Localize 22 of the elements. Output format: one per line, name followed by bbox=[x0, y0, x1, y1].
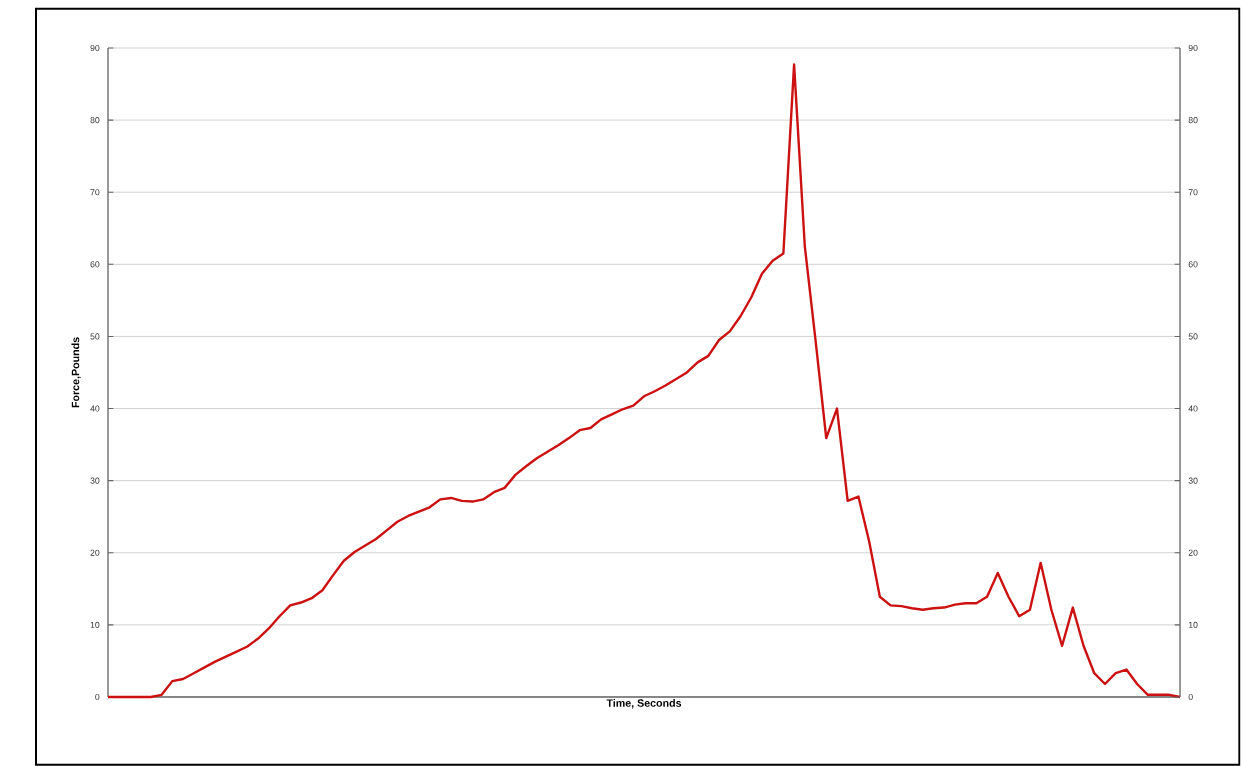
y-tick-label: 60 bbox=[90, 261, 100, 268]
y-tick-label: 10 bbox=[90, 621, 100, 628]
y-tick-label: 70 bbox=[90, 189, 100, 196]
x-axis-title: Time, Seconds bbox=[606, 699, 682, 709]
y2-tick-label: 40 bbox=[1188, 405, 1198, 412]
y2-tick-label: 20 bbox=[1188, 549, 1198, 556]
y2-tick-label: 0 bbox=[1188, 693, 1193, 701]
y-axis-title: Force,Pounds bbox=[71, 337, 81, 408]
y-tick-label: 50 bbox=[90, 333, 100, 340]
y2-tick-label: 80 bbox=[1188, 117, 1198, 124]
y-tick-label: 0 bbox=[95, 693, 100, 701]
y-tick-label: 30 bbox=[90, 477, 100, 484]
y-tick-label: 20 bbox=[90, 549, 100, 556]
y-tick-label: 80 bbox=[90, 117, 100, 124]
y2-tick-label: 70 bbox=[1188, 189, 1198, 196]
y2-tick-label: 10 bbox=[1188, 621, 1198, 628]
y2-tick-label: 60 bbox=[1188, 261, 1198, 268]
y-tick-label: 90 bbox=[90, 44, 100, 52]
y-tick-label: 40 bbox=[90, 405, 100, 412]
y2-tick-label: 50 bbox=[1188, 333, 1198, 340]
y2-tick-label: 90 bbox=[1188, 44, 1198, 52]
y2-tick-label: 30 bbox=[1188, 477, 1198, 484]
